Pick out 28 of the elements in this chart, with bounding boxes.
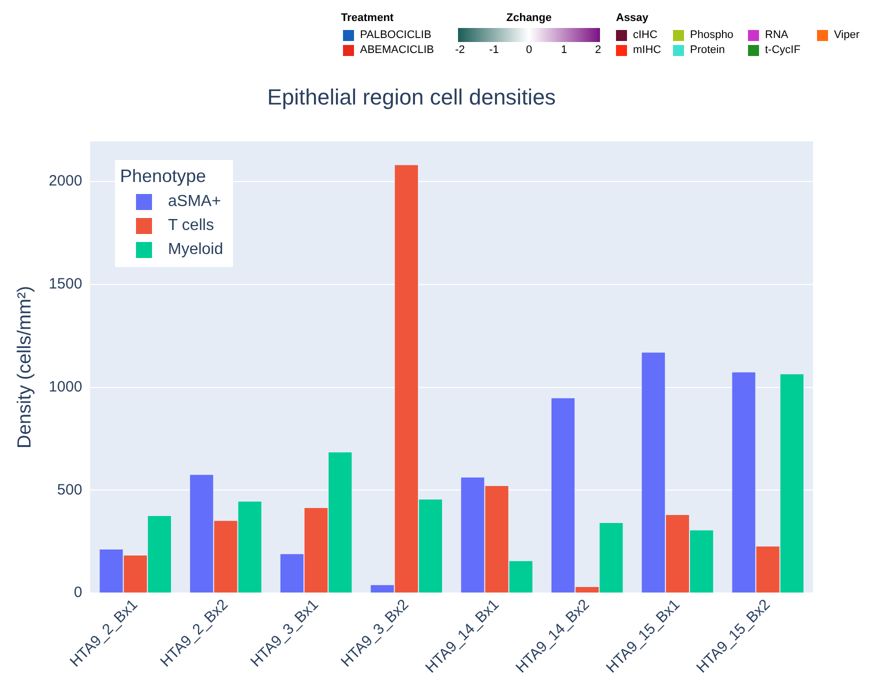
text: 1 (560, 44, 568, 57)
text: Phospho (690, 29, 734, 42)
legend-label: T cells (168, 217, 214, 235)
y-axis-title: Density (cells/mm²) (14, 286, 36, 449)
chart-title: Epithelial region cell densities (267, 84, 556, 110)
text: Treatment (341, 12, 394, 25)
text: Viper (834, 29, 860, 42)
y-tick-label: 0 (74, 584, 82, 602)
legend-title: Phenotype (120, 166, 208, 187)
legend-label: aSMA+ (168, 193, 221, 211)
text: Protein (690, 44, 725, 57)
text: mIHC (633, 44, 662, 57)
text: -1 (489, 44, 499, 57)
text: 2 (594, 44, 602, 57)
text: Zchange (506, 12, 552, 25)
text: ABEMACICLIB (360, 44, 434, 57)
y-tick-label: 2000 (48, 172, 82, 190)
text: PALBOCICLIB (360, 29, 432, 42)
text: RNA (765, 29, 788, 42)
text: t-CycIF (765, 44, 800, 57)
text: cIHC (633, 29, 658, 42)
text: -2 (455, 44, 465, 57)
y-tick-label: 500 (57, 481, 82, 498)
text: Assay (616, 12, 648, 25)
y-tick-label: 1500 (48, 276, 82, 293)
text: 0 (526, 44, 532, 57)
y-tick-label: 1000 (48, 378, 82, 396)
legend-label: Myeloid (168, 241, 224, 259)
